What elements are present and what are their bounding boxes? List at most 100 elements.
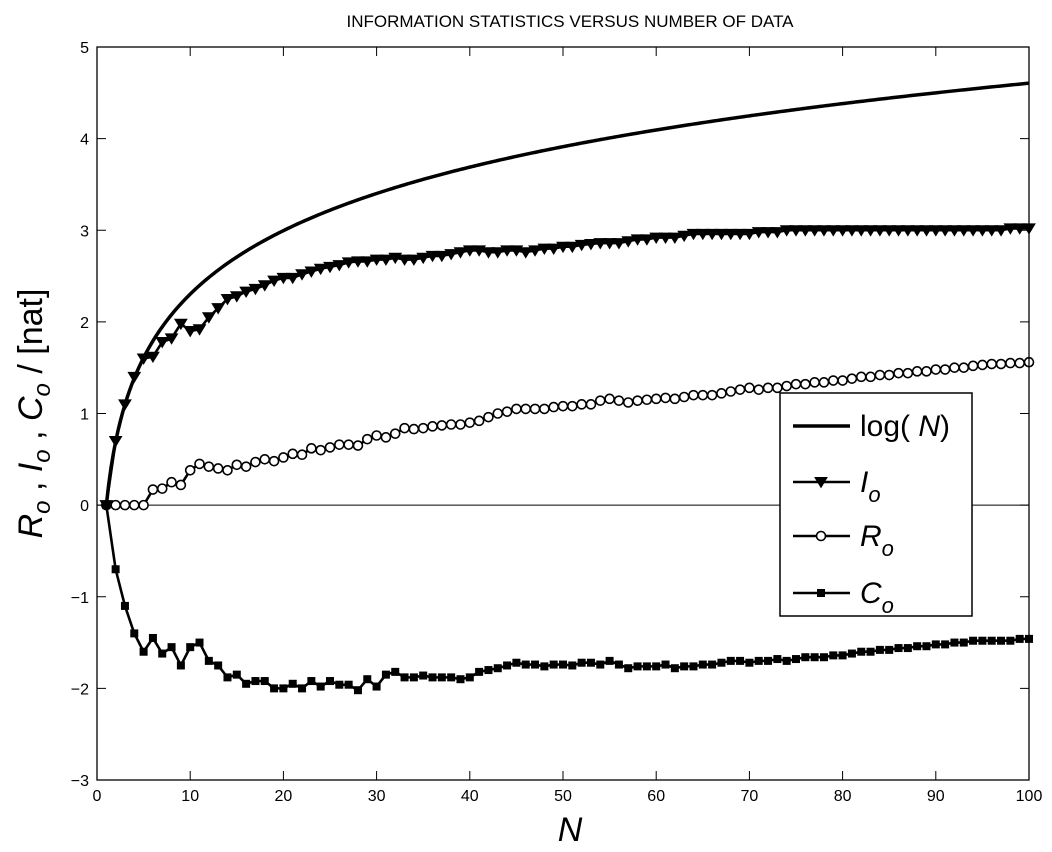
data-point	[148, 633, 157, 642]
x-tick-label: 80	[834, 788, 852, 805]
data-point	[127, 371, 142, 384]
data-point	[267, 275, 281, 288]
data-point	[1003, 223, 1018, 235]
series-line	[105, 504, 1029, 692]
data-point	[801, 653, 810, 662]
data-point	[298, 684, 307, 693]
data-point	[501, 406, 513, 417]
data-point	[334, 439, 345, 450]
data-point	[847, 649, 856, 658]
legend-label: Io	[860, 466, 881, 507]
data-point	[259, 454, 271, 465]
data-point	[913, 642, 922, 651]
x-tick-label: 90	[927, 788, 945, 805]
x-tick-label: 20	[275, 788, 293, 805]
y-tick-label: 0	[80, 498, 89, 515]
data-point	[223, 673, 232, 682]
data-point	[782, 656, 791, 665]
data-point	[428, 673, 437, 682]
data-point	[287, 448, 299, 460]
data-point	[556, 241, 570, 254]
data-point	[567, 400, 578, 412]
data-point	[642, 662, 651, 671]
data-point	[481, 247, 496, 259]
data-point	[621, 236, 636, 248]
data-point	[612, 238, 626, 250]
data-point	[911, 366, 923, 377]
x-tick-label: 30	[368, 788, 386, 805]
data-point	[307, 677, 316, 686]
data-point	[399, 422, 410, 434]
data-point	[837, 375, 848, 386]
data-point	[874, 369, 886, 381]
data-point	[343, 439, 354, 450]
data-point	[540, 662, 549, 671]
x-axis-label-text: N	[558, 811, 583, 849]
data-point	[809, 377, 820, 388]
data-point	[548, 401, 559, 413]
data-point	[863, 225, 878, 237]
data-point	[531, 660, 540, 669]
data-point	[278, 452, 289, 463]
data-point	[204, 656, 213, 665]
data-point	[425, 250, 440, 263]
data-point	[453, 247, 468, 259]
data-point	[288, 679, 297, 688]
data-point	[406, 254, 421, 266]
data-point	[416, 252, 431, 265]
data-point	[593, 238, 608, 250]
data-point	[130, 629, 139, 638]
data-point	[781, 380, 792, 392]
data-point	[500, 245, 514, 257]
data-point	[829, 651, 838, 660]
data-point	[521, 660, 530, 669]
data-point	[195, 638, 204, 647]
data-point	[186, 643, 195, 652]
data-point	[276, 272, 291, 285]
data-point	[919, 225, 934, 237]
data-point	[315, 444, 326, 456]
data-point	[419, 671, 428, 680]
data-point	[891, 225, 906, 237]
data-point	[483, 411, 494, 423]
data-point	[184, 465, 196, 476]
data-point	[565, 241, 580, 254]
data-point	[352, 440, 364, 451]
data-point	[192, 324, 207, 336]
data-point	[994, 225, 1008, 237]
data-point	[875, 645, 884, 654]
data-point	[344, 680, 353, 689]
data-point	[723, 228, 738, 241]
data-point	[492, 408, 504, 419]
data-point	[220, 293, 235, 306]
data-point	[686, 228, 701, 241]
data-point	[335, 680, 344, 689]
data-point	[846, 373, 858, 384]
data-point	[353, 686, 362, 695]
data-point	[857, 647, 866, 656]
data-point	[484, 666, 493, 675]
data-point	[549, 660, 558, 669]
series-log-n-	[104, 81, 1030, 506]
data-point	[119, 499, 131, 511]
data-point	[409, 673, 418, 682]
data-point	[557, 400, 569, 412]
data-point	[658, 232, 673, 244]
data-point	[147, 484, 159, 495]
legend-marker	[817, 589, 825, 597]
x-tick-label: 50	[554, 788, 572, 805]
data-point	[111, 565, 120, 574]
data-point	[789, 225, 803, 237]
data-point	[175, 479, 187, 491]
data-point	[176, 661, 185, 670]
x-tick-label: 100	[1016, 788, 1043, 805]
legend-item-i: Io	[793, 466, 881, 507]
data-point	[108, 435, 123, 448]
data-point	[835, 225, 850, 237]
data-point	[1014, 357, 1025, 369]
legend-label: log( N)	[860, 410, 950, 443]
y-tick-label: −1	[71, 590, 89, 607]
data-point	[650, 393, 662, 405]
data-point	[250, 456, 261, 468]
data-point	[473, 415, 485, 427]
